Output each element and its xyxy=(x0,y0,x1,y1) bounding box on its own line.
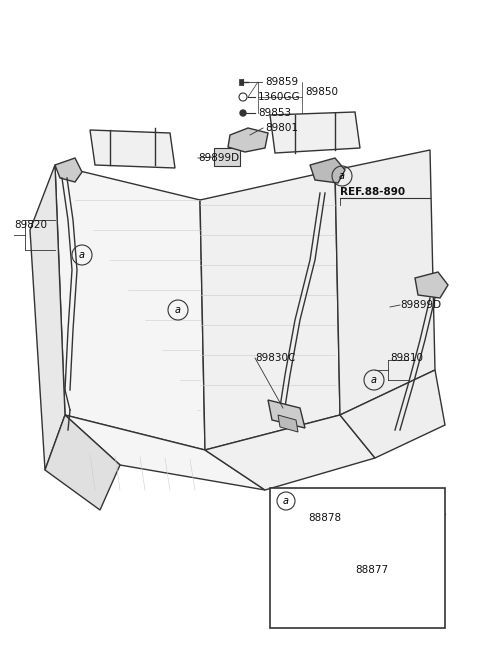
Text: REF.88-890: REF.88-890 xyxy=(340,187,405,197)
Bar xyxy=(239,79,243,85)
Text: 89850: 89850 xyxy=(305,87,338,97)
Polygon shape xyxy=(278,415,298,432)
Polygon shape xyxy=(268,400,305,428)
Polygon shape xyxy=(90,130,175,168)
Circle shape xyxy=(326,539,334,546)
Bar xyxy=(390,298,414,316)
Text: a: a xyxy=(175,305,181,315)
Text: 89899D: 89899D xyxy=(400,300,441,310)
Text: 89859: 89859 xyxy=(265,77,298,87)
Text: 89830C: 89830C xyxy=(255,353,295,363)
Text: a: a xyxy=(371,375,377,385)
Polygon shape xyxy=(55,165,205,450)
Text: 1360GG: 1360GG xyxy=(258,92,300,102)
Text: 88878: 88878 xyxy=(308,513,341,523)
Text: 89801: 89801 xyxy=(265,123,298,133)
Polygon shape xyxy=(340,370,445,458)
Polygon shape xyxy=(200,170,340,450)
Polygon shape xyxy=(228,128,268,152)
Text: 88877: 88877 xyxy=(355,565,388,575)
Polygon shape xyxy=(310,158,345,183)
Circle shape xyxy=(240,110,246,116)
Circle shape xyxy=(320,181,328,189)
Bar xyxy=(270,488,445,628)
Text: 89853: 89853 xyxy=(258,108,291,118)
Polygon shape xyxy=(415,272,448,298)
Bar xyxy=(214,148,240,166)
Polygon shape xyxy=(55,158,82,182)
Text: 89899D: 89899D xyxy=(198,153,239,163)
Polygon shape xyxy=(30,165,65,470)
Text: a: a xyxy=(339,171,345,181)
Text: a: a xyxy=(79,250,85,260)
Text: 89810: 89810 xyxy=(390,353,423,363)
Polygon shape xyxy=(335,150,435,415)
Text: a: a xyxy=(283,496,289,506)
Text: 89820: 89820 xyxy=(14,220,47,230)
Polygon shape xyxy=(270,112,360,153)
Polygon shape xyxy=(65,415,265,490)
Polygon shape xyxy=(205,415,375,490)
Polygon shape xyxy=(45,415,120,510)
